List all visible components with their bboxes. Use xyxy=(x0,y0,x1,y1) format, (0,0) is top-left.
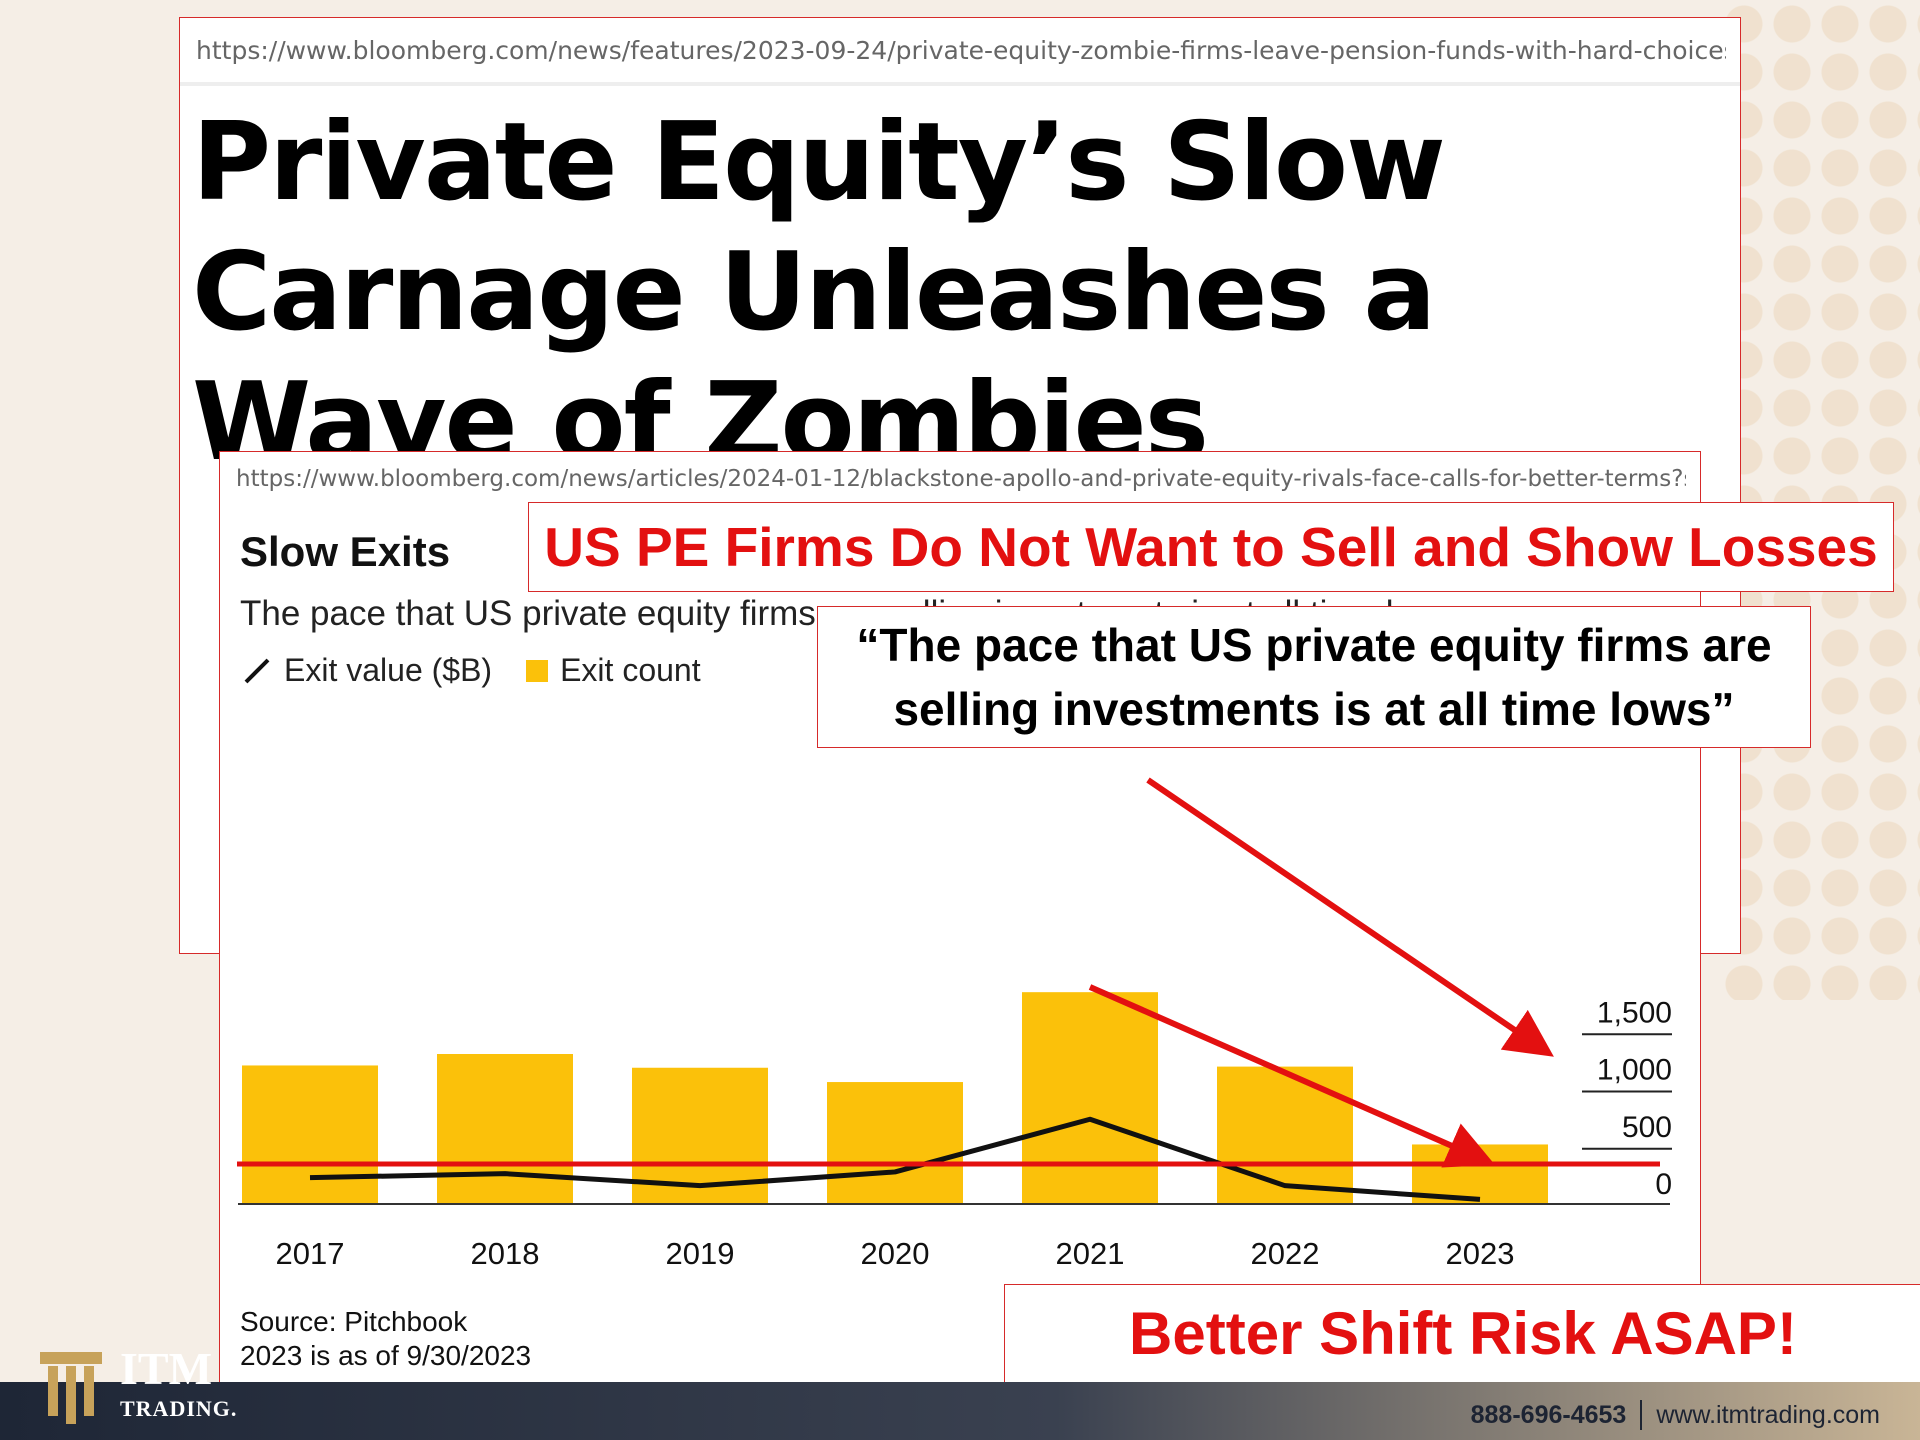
shift-risk-callout: Better Shift Risk ASAP! xyxy=(1004,1284,1920,1384)
chart-title: Slow Exits xyxy=(240,528,451,575)
headline-banner: US PE Firms Do Not Want to Sell and Show… xyxy=(528,502,1894,592)
bar-legend-swatch xyxy=(526,659,549,682)
x-tick-2017: 2017 xyxy=(276,1236,345,1271)
y-tick-1500: 1,500 xyxy=(1597,996,1672,1029)
source-line-2: 2023 is as of 9/30/2023 xyxy=(240,1340,532,1371)
source-line-1: Source: Pitchbook xyxy=(240,1306,468,1337)
footer-phone[interactable]: 888-696-4653 xyxy=(1470,1400,1627,1429)
article-url-2[interactable]: https://www.bloomberg.com/news/articles/… xyxy=(236,466,1686,492)
article-url[interactable]: https://www.bloomberg.com/news/features/… xyxy=(196,36,1726,65)
y-tick-0: 0 xyxy=(1655,1168,1672,1201)
legend-line-label: Exit value ($B) xyxy=(284,652,493,688)
footer-bar: 888-696-4653 www.itmtrading.com xyxy=(0,1382,1920,1440)
pillar-icon xyxy=(40,1352,102,1424)
chart-legend: Exit value ($B) Exit count xyxy=(242,652,701,689)
bar-2021 xyxy=(1022,992,1158,1204)
y-tick-500: 500 xyxy=(1622,1111,1672,1144)
footer-website[interactable]: www.itmtrading.com xyxy=(1656,1400,1880,1429)
x-tick-2018: 2018 xyxy=(471,1236,540,1271)
x-tick-2021: 2021 xyxy=(1056,1236,1125,1271)
bar-2017 xyxy=(242,1065,378,1204)
article-headline: Private Equity’s Slow Carnage Unleashes … xyxy=(192,100,1446,485)
x-tick-2023: 2023 xyxy=(1446,1236,1515,1271)
line-legend-icon xyxy=(244,658,270,683)
footer-contact: 888-696-4653 www.itmtrading.com xyxy=(1471,1400,1880,1430)
background-pattern xyxy=(1720,0,1920,1000)
logo-subtext: TRADING. xyxy=(120,1396,238,1421)
url-divider xyxy=(180,82,1740,86)
itm-logo: ITM TRADING. xyxy=(38,1346,258,1432)
footer-divider xyxy=(1640,1400,1643,1430)
quote-callout: “The pace that US private equity firms a… xyxy=(817,606,1811,748)
legend-bar-label: Exit count xyxy=(560,652,701,688)
x-tick-2022: 2022 xyxy=(1251,1236,1320,1271)
x-tick-2020: 2020 xyxy=(861,1236,930,1271)
chart-source: Source: Pitchbook 2023 is as of 9/30/202… xyxy=(240,1305,531,1373)
bar-2020 xyxy=(827,1082,963,1204)
bar-2018 xyxy=(437,1054,573,1204)
y-tick-1000: 1,000 xyxy=(1597,1054,1672,1087)
x-tick-2019: 2019 xyxy=(666,1236,735,1271)
logo-text: ITM xyxy=(120,1343,212,1394)
